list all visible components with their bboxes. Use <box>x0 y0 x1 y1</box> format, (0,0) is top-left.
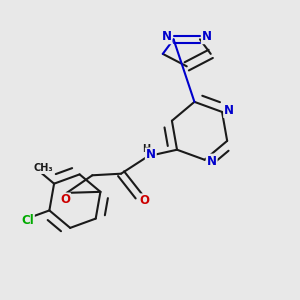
Text: N: N <box>202 30 212 43</box>
Text: N: N <box>207 154 217 168</box>
Text: Cl: Cl <box>21 214 34 227</box>
Text: N: N <box>224 104 234 117</box>
Text: N: N <box>161 30 172 43</box>
Text: O: O <box>140 194 149 207</box>
Text: N: N <box>146 148 156 161</box>
Text: O: O <box>60 194 70 206</box>
Text: CH₃: CH₃ <box>33 163 53 173</box>
Text: H: H <box>142 144 150 154</box>
